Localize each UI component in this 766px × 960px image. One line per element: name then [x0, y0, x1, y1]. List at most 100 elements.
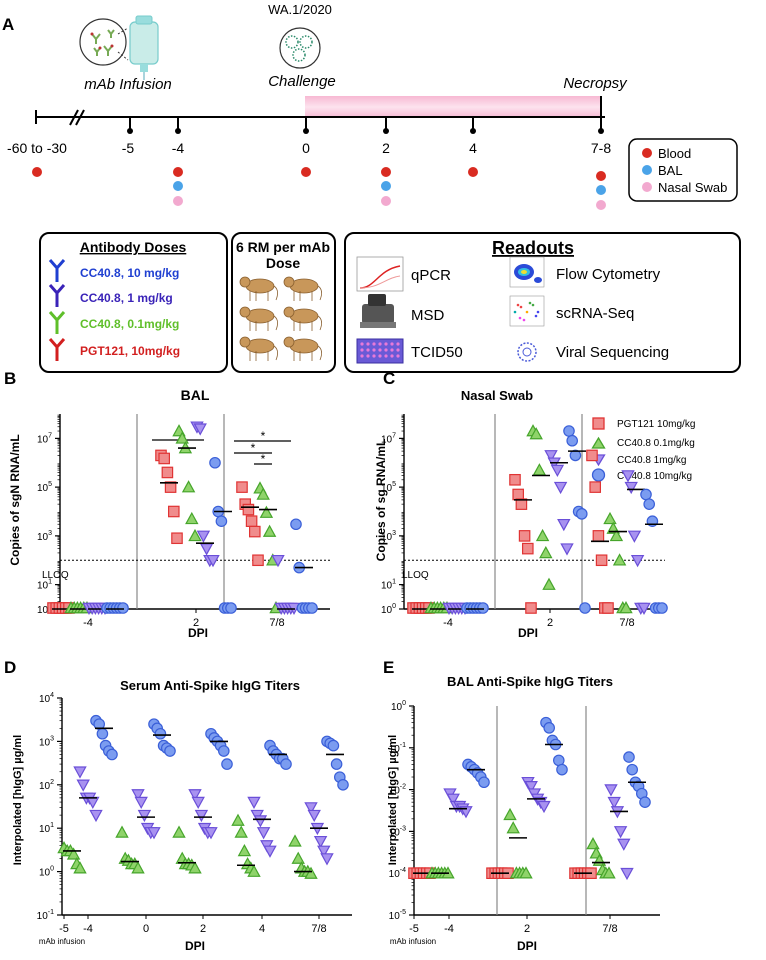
- data-point-invtriangle: [73, 766, 87, 779]
- data-point-triangle: [529, 427, 543, 440]
- significance-star: *: [251, 441, 256, 455]
- x-tick-label: 2: [547, 617, 553, 629]
- data-point-triangle: [619, 601, 633, 614]
- data-point-circle: [337, 778, 349, 791]
- x-tick-label: 4: [259, 923, 265, 935]
- data-point-invtriangle: [307, 809, 321, 823]
- dose-item: CC40.8, 0.1mg/kg: [80, 317, 179, 331]
- data-point-square: [521, 542, 534, 555]
- data-point-triangle: [586, 837, 600, 850]
- data-point-circle: [623, 751, 635, 763]
- data-point-circle: [306, 602, 318, 614]
- viral-sequencing-icon: [517, 342, 537, 362]
- day-label: 2: [382, 140, 390, 156]
- dose-item: CC40.8, 1 mg/kg: [80, 291, 173, 305]
- data-point-invtriangle: [193, 423, 207, 436]
- data-point-square: [589, 481, 601, 493]
- x-tick-label: -4: [83, 617, 93, 629]
- data-point-circle: [566, 434, 578, 447]
- data-point-square: [242, 503, 255, 516]
- data-point-circle: [477, 602, 489, 614]
- scrnaseq-umap-icon: [509, 295, 545, 327]
- data-point-triangle: [188, 528, 202, 542]
- data-point-circle: [225, 602, 237, 614]
- y-tick-exponent: -1: [48, 909, 54, 916]
- data-point-circle: [164, 745, 176, 757]
- data-point-triangle: [234, 825, 248, 838]
- readout-msd: MSD: [411, 307, 445, 324]
- monkey-icons: [239, 276, 322, 361]
- legend-bal-dot: [642, 165, 652, 175]
- data-point-invtriangle: [627, 530, 642, 543]
- data-point-invtriangle: [271, 554, 285, 568]
- data-point-triangle: [73, 861, 87, 874]
- x-tick-label: 7/8: [269, 617, 284, 629]
- data-point-square: [158, 452, 170, 465]
- event-infusion: mAb Infusion: [84, 76, 172, 93]
- data-point-square: [161, 466, 174, 479]
- readouts-box: Readouts qPCR: [344, 232, 741, 373]
- data-point-circle: [290, 518, 302, 531]
- y-tick-label: 103: [39, 735, 54, 748]
- data-point-invtriangle: [620, 867, 634, 881]
- y-tick-exponent: 3: [392, 530, 396, 537]
- legend-marker-triangle: [591, 436, 606, 449]
- legend-nasal: Nasal Swab: [658, 180, 727, 195]
- x-tick-label: 0: [143, 923, 149, 935]
- data-point-triangle: [612, 553, 627, 566]
- y-tick-label: 101: [39, 822, 54, 835]
- rm-per-dose-box: 6 RM per mAb Dose: [231, 232, 336, 373]
- y-tick-exponent: 0: [392, 603, 396, 610]
- panel-label-a: A: [2, 15, 14, 34]
- y-tick-exponent: 7: [48, 432, 52, 439]
- y-tick-exponent: 3: [48, 530, 52, 537]
- iv-bag-icon: [129, 15, 159, 80]
- day-label: 7-8: [591, 140, 611, 156]
- antibody-icon: [48, 338, 66, 361]
- data-point-invtriangle: [304, 802, 318, 815]
- y-tick-exponent: 1: [392, 579, 396, 586]
- panel-label-d: D: [4, 658, 16, 677]
- data-point-invtriangle: [550, 464, 565, 478]
- x-tick-label: 2: [524, 923, 530, 935]
- y-tick-exponent: 0: [402, 700, 406, 707]
- data-point-triangle: [259, 505, 274, 518]
- timeline-break-icon: [69, 109, 85, 126]
- x-tick-label: 2: [200, 923, 206, 935]
- data-point-triangle: [506, 821, 520, 834]
- y-tick-label: 100: [381, 603, 396, 616]
- data-point-triangle: [519, 866, 533, 879]
- data-point-square: [249, 525, 261, 538]
- readout-flow: Flow Cytometry: [556, 266, 661, 283]
- data-point-square: [525, 602, 537, 614]
- data-point-circle: [96, 727, 109, 740]
- y-tick-label: 10-3: [389, 825, 406, 838]
- x-tick-label: 2: [193, 617, 199, 629]
- legend-blood: Blood: [658, 146, 691, 161]
- readout-scrnaseq: scRNA-Seq: [556, 305, 634, 322]
- series-legend: PGT121 10mg/kg CC40.8 0.1mg/kg CC40.8 1m…: [591, 417, 695, 482]
- data-point-triangle: [288, 834, 302, 847]
- y-tick-label: 10-2: [389, 784, 406, 797]
- data-point-triangle: [503, 807, 517, 821]
- data-point-invtriangle: [621, 470, 635, 483]
- y-tick-label: 105: [37, 481, 52, 494]
- data-point-square: [509, 473, 521, 486]
- data-point-invtriangle: [263, 845, 277, 858]
- lloq-label: LLOQ: [402, 570, 429, 581]
- data-point-circle: [575, 508, 588, 520]
- antibody-icon: [48, 311, 66, 334]
- tcid50-plate-icon: [356, 338, 404, 364]
- y-tick-label: 10-4: [389, 867, 406, 880]
- lloq-label: LLOQ: [42, 570, 69, 581]
- antibody-icon: [48, 284, 66, 307]
- data-point-circle: [221, 758, 233, 770]
- chart-bal-igg-titers: BAL Anti-Spike hIgG Titers Interpolated …: [387, 674, 660, 953]
- data-point-triangle: [131, 861, 145, 874]
- data-point-triangle: [609, 528, 624, 542]
- infection-period-band: [305, 96, 601, 118]
- data-point-triangle: [181, 480, 196, 493]
- rm-title-1: 6 RM per mAb: [236, 239, 330, 255]
- antibody-doses-box: Antibody Doses CC40.8, 10 mg/kg CC40.8, …: [39, 232, 228, 373]
